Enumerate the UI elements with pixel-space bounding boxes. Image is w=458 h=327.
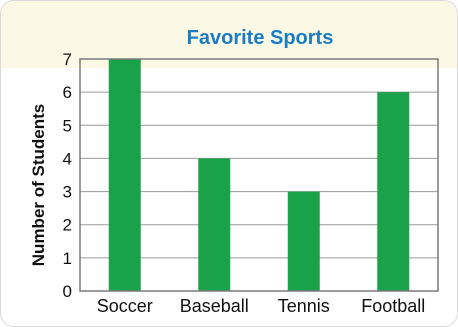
plot-area-frame [79,58,439,292]
y-tick-label: 0 [63,282,72,301]
chart-header [1,1,457,68]
y-tick-label: 2 [63,216,72,235]
x-category-label: Football [361,296,425,316]
bar-tennis [287,191,320,291]
chart-title: Favorite Sports [187,27,334,49]
x-category-label: Tennis [278,296,330,316]
y-tick-label: 5 [63,116,72,135]
bars [108,59,410,292]
y-tick-label: 3 [63,183,72,202]
y-tick-label: 6 [63,83,72,102]
x-axis-categories: Soccer Baseball Tennis Football [97,296,426,316]
bar-football [377,92,410,292]
y-tick-label: 4 [63,149,72,168]
x-category-label: Baseball [180,296,249,316]
x-category-label: Soccer [97,296,153,316]
bar-baseball [198,158,231,291]
y-axis-ticks: 0 1 2 3 4 5 6 7 [63,50,72,301]
y-tick-label: 7 [63,50,72,69]
y-axis-label: Number of Students [29,104,48,266]
y-tick-label: 1 [63,249,72,268]
bar-soccer [108,59,141,291]
